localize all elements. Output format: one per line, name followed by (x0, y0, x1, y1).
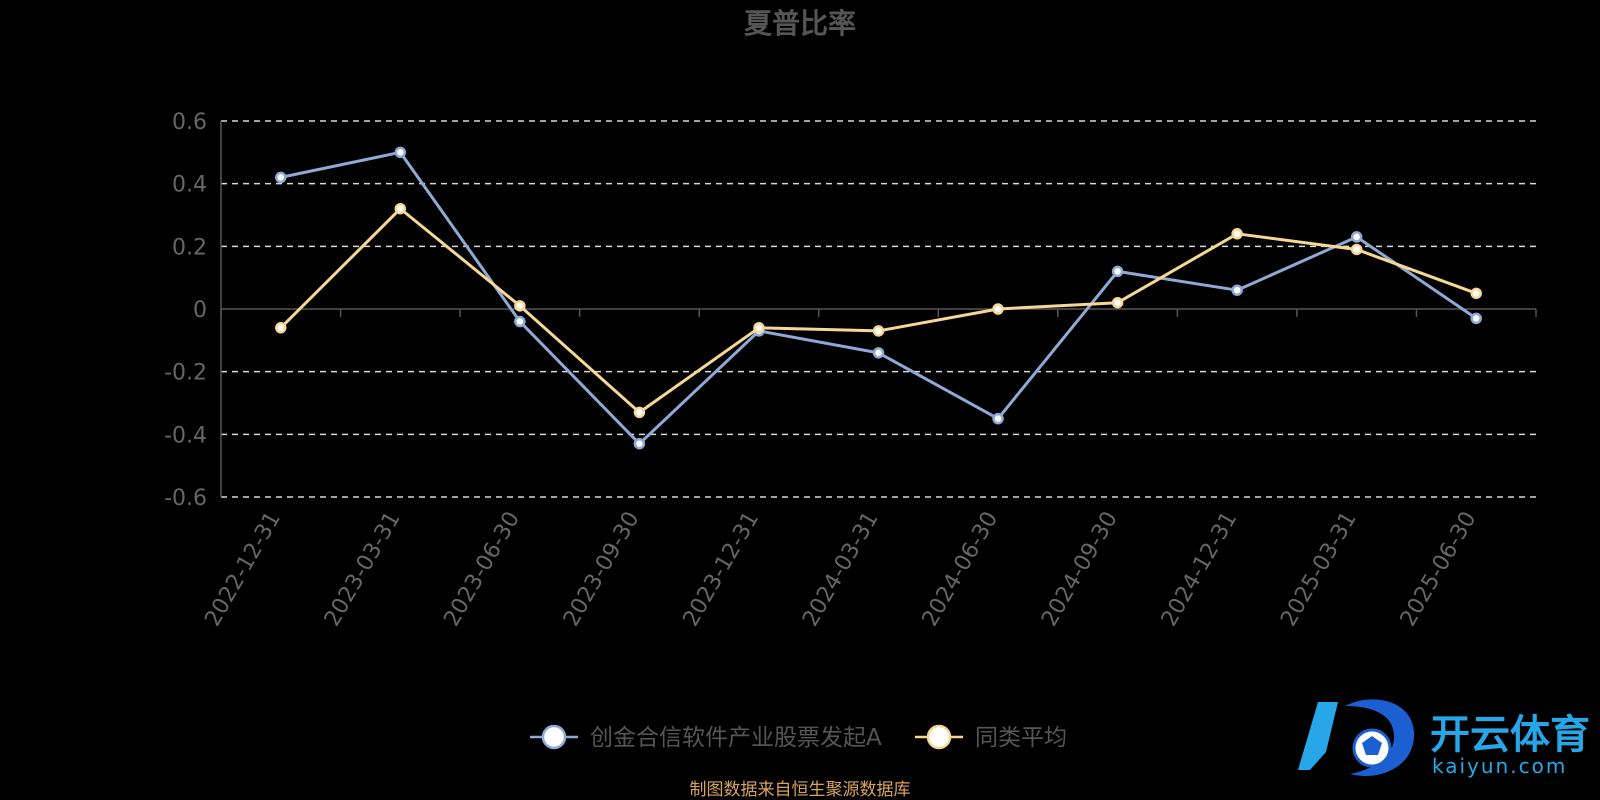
series-1-point-9[interactable] (1350, 243, 1363, 256)
series-1-point-3[interactable] (633, 406, 646, 419)
series-1-point-1[interactable] (394, 202, 407, 215)
x-tick-label-1: 2023-03-31 (320, 508, 406, 631)
legend-item-peer-average[interactable]: 同类平均 (915, 724, 1067, 751)
series-0-point-10[interactable] (1470, 312, 1482, 325)
y-tick-label-5: -0.4 (164, 423, 207, 448)
series-1-point-8[interactable] (1231, 228, 1243, 240)
x-tick-label-9: 2025-03-31 (1276, 508, 1362, 631)
watermark-brand-text: 开云体育 (1430, 712, 1590, 758)
x-tick-label-8: 2024-12-31 (1157, 508, 1243, 631)
y-tick-label-4: -0.2 (164, 361, 207, 386)
series-1-point-4[interactable] (753, 322, 765, 334)
y-tick-label-2: 0.2 (172, 235, 207, 260)
x-tick-label-7: 2024-09-30 (1037, 508, 1123, 631)
series-1-point-0[interactable] (275, 322, 287, 334)
y-tick-label-3: 0 (193, 298, 207, 323)
series-0-point-0[interactable] (275, 171, 287, 184)
y-tick-label-6: -0.6 (164, 486, 207, 511)
y-tick-label-1: 0.4 (172, 173, 207, 198)
series-0-point-8[interactable] (1231, 284, 1243, 296)
y-axis: 0.6 0.4 0.2 0 -0.2 -0.4 -0.6 (164, 110, 222, 511)
source-note: 制图数据来自恒生聚源数据库 (690, 780, 911, 800)
series-0-point-5[interactable] (872, 347, 885, 359)
series-1-point-10[interactable] (1470, 287, 1482, 300)
x-tick-label-3: 2023-09-30 (559, 508, 645, 631)
x-tick-label-5: 2024-03-31 (798, 508, 884, 631)
series-line-0 (280, 150, 1478, 446)
series-0-point-9[interactable] (1350, 231, 1363, 243)
x-axis: 2022-12-31 2023-03-31 2023-06-30 2023-09-30… (200, 309, 1537, 631)
series-1-point-2[interactable] (514, 300, 526, 312)
x-tick-label-6: 2024-06-30 (918, 507, 1004, 630)
series-0-point-1[interactable] (394, 146, 407, 159)
series-1-point-5[interactable] (872, 325, 885, 337)
legend: 创金合信软件产业股票发起A 同类平均 (530, 724, 1067, 751)
legend-label-fund: 创金合信软件产业股票发起A (590, 725, 882, 751)
watermark-logo: 开云体育 kaiyun.com (1298, 699, 1590, 778)
grid-lines (221, 120, 1536, 498)
series-1-point-6[interactable] (992, 303, 1004, 315)
watermark-domain-text: kaiyun.com (1432, 754, 1567, 778)
x-tick-label-0: 2022-12-31 (200, 508, 286, 631)
series-0-point-2[interactable] (514, 315, 526, 328)
kaiyun-logo-icon (1298, 699, 1415, 777)
x-tick-label-10: 2025-06-30 (1396, 508, 1482, 631)
legend-marker-peer-average (926, 724, 952, 750)
y-tick-label-0: 0.6 (172, 110, 207, 135)
series-0-point-6[interactable] (992, 412, 1004, 425)
series-1-point-7[interactable] (1111, 296, 1124, 309)
legend-label-peer-average: 同类平均 (975, 725, 1067, 751)
x-tick-label-2: 2023-06-30 (439, 508, 525, 631)
series-0-point-3[interactable] (633, 437, 646, 450)
x-tick-label-4: 2023-12-31 (679, 508, 765, 631)
legend-item-fund[interactable]: 创金合信软件产业股票发起A (530, 724, 882, 751)
legend-marker-fund (541, 724, 567, 750)
chart-title: 夏普比率 (744, 7, 856, 40)
series-group (275, 146, 1482, 450)
series-0-point-7[interactable] (1111, 265, 1124, 278)
